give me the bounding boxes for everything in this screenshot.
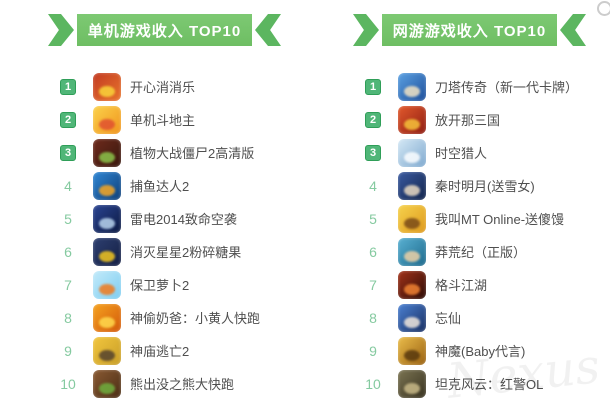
game-icon (93, 369, 121, 398)
rank-number: 5 (369, 210, 377, 227)
list-item: 4 捕鱼达人2 (0, 169, 305, 202)
ribbon-left-chevron-icon (48, 14, 74, 46)
rank-number: 10 (365, 375, 381, 392)
game-name: 保卫萝卜2 (130, 278, 190, 293)
rank-number: 7 (64, 276, 72, 293)
list-item: 6 莽荒纪（正版） (305, 235, 610, 268)
rank-number: 6 (369, 243, 377, 260)
game-name: 雷电2014致命空袭 (130, 212, 237, 227)
game-icon (93, 72, 121, 101)
rank-badge: 1 (60, 78, 76, 95)
game-name: 神庙逃亡2 (130, 344, 190, 359)
game-icon (398, 72, 426, 101)
rank-number: 6 (64, 243, 72, 260)
game-name: 秦时明月(送雪女) (435, 179, 535, 194)
rank-badge: 3 (365, 144, 381, 161)
corner-logo-fragment-icon (597, 1, 610, 16)
game-name: 放开那三国 (435, 113, 501, 128)
ribbon-left-chevron-icon (353, 14, 379, 46)
list-item: 5 雷电2014致命空袭 (0, 202, 305, 235)
game-name: 刀塔传奇（新一代卡牌） (435, 80, 579, 95)
game-icon (398, 237, 426, 266)
game-name: 坦克风云：红警OL (435, 377, 544, 392)
online-list-title: 网游游戏收入 TOP10 (382, 14, 557, 46)
list-item: 5 我叫MT Online-送傻馒 (305, 202, 610, 235)
game-name: 神魔(Baby代言) (435, 344, 526, 359)
rank-number: 9 (369, 342, 377, 359)
list-item: 1 开心消消乐 (0, 70, 305, 103)
rank-number: 10 (60, 375, 76, 392)
list-item: 2 单机斗地主 (0, 103, 305, 136)
game-name: 格斗江湖 (435, 278, 488, 293)
game-name: 捕鱼达人2 (130, 179, 190, 194)
game-icon (398, 336, 426, 365)
game-name: 莽荒纪（正版） (435, 245, 527, 260)
game-icon (398, 105, 426, 134)
game-name: 时空猎人 (435, 146, 488, 161)
game-icon (93, 105, 121, 134)
online-title-ribbon: 网游游戏收入 TOP10 (353, 14, 610, 46)
list-item: 10 坦克风云：红警OL (305, 367, 610, 400)
game-name: 忘仙 (435, 311, 462, 326)
list-item: 1 刀塔传奇（新一代卡牌） (305, 70, 610, 103)
list-item: 2 放开那三国 (305, 103, 610, 136)
rank-number: 7 (369, 276, 377, 293)
standalone-title-ribbon: 单机游戏收入 TOP10 (48, 14, 305, 46)
list-item: 8 神偷奶爸：小黄人快跑 (0, 301, 305, 334)
game-name: 我叫MT Online-送傻馒 (435, 212, 565, 227)
list-item: 10 熊出没之熊大快跑 (0, 367, 305, 400)
game-icon (93, 237, 121, 266)
rank-number: 5 (64, 210, 72, 227)
game-icon (398, 138, 426, 167)
list-item: 3 植物大战僵尸2高清版 (0, 136, 305, 169)
game-icon (398, 204, 426, 233)
list-item: 3 时空猎人 (305, 136, 610, 169)
game-icon (398, 303, 426, 332)
online-games-column: 网游游戏收入 TOP10 1 刀塔传奇（新一代卡牌） 2 放开那三国 3 时空猎… (305, 0, 610, 400)
rank-badge: 1 (365, 78, 381, 95)
list-item: 9 神魔(Baby代言) (305, 334, 610, 367)
game-name: 单机斗地主 (130, 113, 196, 128)
game-icon (93, 270, 121, 299)
rank-number: 8 (64, 309, 72, 326)
rank-badge: 2 (60, 111, 76, 128)
list-item: 8 忘仙 (305, 301, 610, 334)
list-item: 6 消灭星星2粉碎糖果 (0, 235, 305, 268)
ribbon-right-chevron-icon (560, 14, 586, 46)
rank-badge: 2 (365, 111, 381, 128)
game-icon (93, 138, 121, 167)
online-ranking-list: 1 刀塔传奇（新一代卡牌） 2 放开那三国 3 时空猎人 4 秦时明月(送雪女)… (305, 70, 610, 400)
game-icon (93, 336, 121, 365)
game-icon (398, 369, 426, 398)
rank-number: 4 (64, 177, 72, 194)
game-icon (398, 171, 426, 200)
game-icon (398, 270, 426, 299)
rank-number: 4 (369, 177, 377, 194)
game-icon (93, 171, 121, 200)
game-icon (93, 204, 121, 233)
list-item: 4 秦时明月(送雪女) (305, 169, 610, 202)
game-name: 消灭星星2粉碎糖果 (130, 245, 242, 260)
standalone-games-column: 单机游戏收入 TOP10 1 开心消消乐 2 单机斗地主 3 植物大战僵尸2高清… (0, 14, 305, 400)
standalone-list-title: 单机游戏收入 TOP10 (77, 14, 252, 46)
list-item: 7 格斗江湖 (305, 268, 610, 301)
ribbon-right-chevron-icon (255, 14, 281, 46)
rank-badge: 3 (60, 144, 76, 161)
rank-number: 9 (64, 342, 72, 359)
game-name: 神偷奶爸：小黄人快跑 (130, 311, 261, 326)
standalone-ranking-list: 1 开心消消乐 2 单机斗地主 3 植物大战僵尸2高清版 4 捕鱼达人2 5 (0, 70, 305, 400)
game-name: 开心消消乐 (130, 80, 196, 95)
list-item: 7 保卫萝卜2 (0, 268, 305, 301)
game-name: 熊出没之熊大快跑 (130, 377, 235, 392)
list-item: 9 神庙逃亡2 (0, 334, 305, 367)
game-icon (93, 303, 121, 332)
game-name: 植物大战僵尸2高清版 (130, 146, 255, 161)
rank-number: 8 (369, 309, 377, 326)
